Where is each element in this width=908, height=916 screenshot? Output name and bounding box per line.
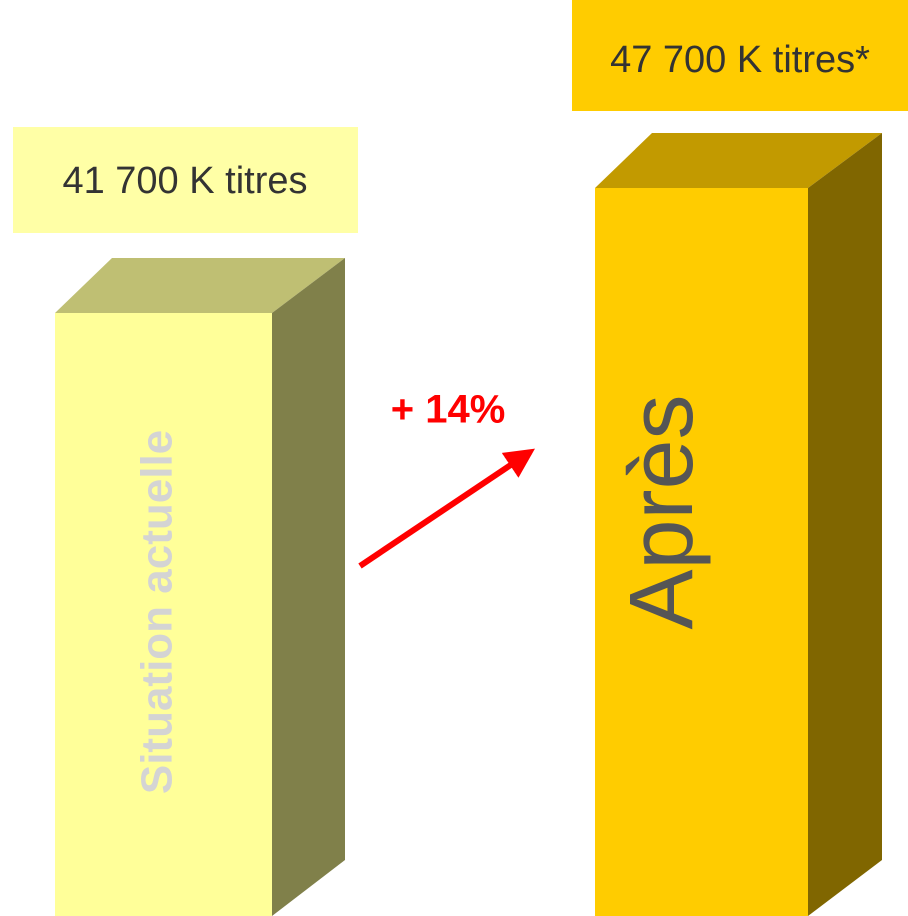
arrow (358, 448, 535, 569)
label-box (13, 127, 358, 233)
box-top (55, 258, 345, 313)
change-label: + 14% (391, 388, 506, 432)
before-label: 41 700 K titres (62, 160, 307, 202)
after-name: Après (612, 394, 712, 629)
after-label: 47 700 K titres* (610, 39, 870, 81)
box-side (272, 258, 345, 916)
box-side (808, 133, 882, 916)
box-top (595, 133, 882, 188)
before-name: Situation actuelle (133, 430, 182, 794)
label-box (572, 0, 908, 111)
box-front (595, 188, 808, 916)
box-front (55, 313, 272, 916)
